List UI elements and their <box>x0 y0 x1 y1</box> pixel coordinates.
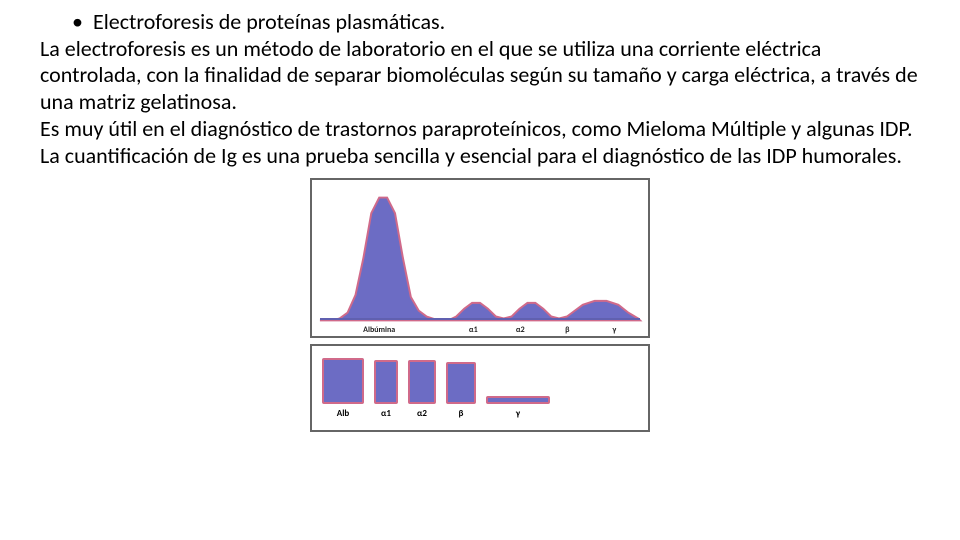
paragraph-3: La cuantificación de Ig es una prueba se… <box>40 143 920 170</box>
gel-band <box>374 360 398 404</box>
gel-bands-diagram: Alb α1 α2 βγ <box>310 344 650 432</box>
gel-band <box>446 362 476 404</box>
chart-axis-label: γ <box>613 325 617 335</box>
paragraph-2: Es muy útil en el diagnóstico de trastor… <box>40 116 920 143</box>
gel-band-label: β <box>446 408 476 419</box>
bullet-line: • Electroforesis de proteínas plasmática… <box>40 8 920 36</box>
chart-svg <box>312 180 648 336</box>
gel-band-label: Alb <box>322 408 364 419</box>
band-labels-row: Alb α1 α2 βγ <box>322 408 638 419</box>
chart-baseline <box>320 318 640 320</box>
electrophoresis-figure: Albúminaα1α2βγ Albα1α2βγ <box>310 178 650 432</box>
gel-band-label: α1 <box>374 408 398 419</box>
slide-text: • Electroforesis de proteínas plasmática… <box>40 8 920 170</box>
densitometry-chart: Albúmina α1 α2 β γ <box>310 178 650 338</box>
chart-axis-label: β <box>565 325 569 335</box>
chart-axis-label: α2 <box>516 325 525 335</box>
gel-band-label: α2 <box>408 408 436 419</box>
chart-axis-label: α1 <box>469 325 478 335</box>
bullet-icon: • <box>72 8 88 36</box>
gel-band <box>486 396 550 404</box>
gel-band <box>322 358 364 404</box>
paragraph-1: La electroforesis es un método de labora… <box>40 36 920 116</box>
gel-band <box>408 360 436 404</box>
gel-band-label: γ <box>486 408 550 419</box>
bullet-title: Electroforesis de proteínas plasmáticas. <box>93 8 445 35</box>
chart-axis-label: Albúmina <box>363 325 395 335</box>
bands-row <box>322 356 638 404</box>
